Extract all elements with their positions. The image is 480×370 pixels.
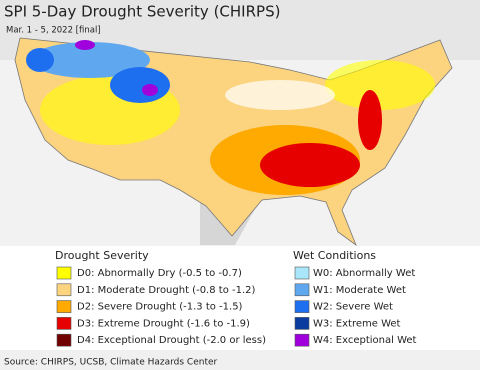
legend-swatch [56,266,72,280]
legend-swatch [56,283,72,297]
region-w1 [30,42,150,78]
legend-swatch [56,300,72,313]
region-d3 [358,90,382,150]
legend: Drought Severity D0: Abnormally Dry (-0.5… [55,249,417,347]
region-w4 [75,40,95,50]
legend-label: D2: Severe Drought (-1.3 to -1.5) [77,302,243,313]
region-d0 [325,60,435,110]
title: SPI 5-Day Drought Severity (CHIRPS) [4,3,280,21]
legend-swatch [294,300,310,313]
legend-swatch [294,317,310,330]
legend-label: D4: Exceptional Drought (-2.0 or less) [77,335,266,346]
legend-label: D1: Moderate Drought (-0.8 to -1.2) [77,285,256,296]
legend-swatch [56,333,72,347]
legend-swatch [294,266,310,280]
legend-label: W1: Moderate Wet [313,285,406,296]
legend-label: W3: Extreme Wet [313,318,401,329]
subtitle: Mar. 1 - 5, 2022 [final] [6,26,101,36]
region-w2 [26,48,54,72]
legend-title: Drought Severity [55,249,149,262]
region-normal [225,80,335,110]
legend-panel [0,246,480,350]
legend-label: W4: Exceptional Wet [313,335,417,346]
legend-title: Wet Conditions [293,249,376,262]
legend-label: D3: Extreme Drought (-1.6 to -1.9) [77,318,250,329]
region-w2 [110,67,170,103]
source: Source: CHIRPS, UCSB, Climate Hazards Ce… [4,358,218,368]
legend-swatch [294,283,310,297]
legend-label: W0: Abnormally Wet [313,268,415,279]
legend-swatch [294,333,310,347]
region-w4 [142,84,158,96]
region-d3 [260,143,360,187]
legend-label: W2: Severe Wet [313,302,393,313]
footer-band [0,350,480,370]
legend-label: D0: Abnormally Dry (-0.5 to -0.7) [77,268,242,279]
legend-swatch [56,317,72,330]
